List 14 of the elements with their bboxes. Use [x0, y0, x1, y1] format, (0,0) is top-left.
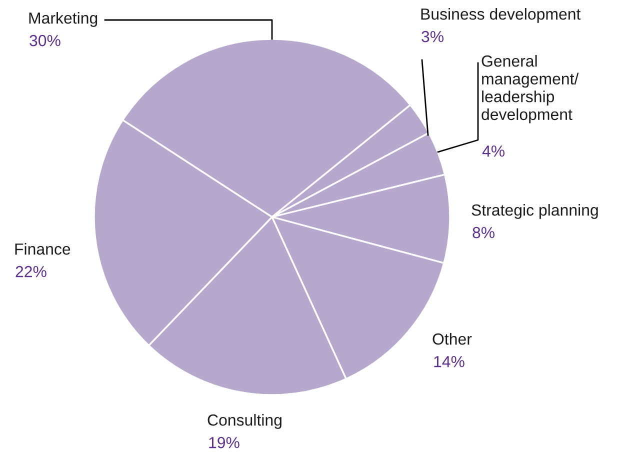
- data-label: 3%: [422, 30, 444, 42]
- slice-label: Consulting: [208, 414, 282, 429]
- slice-label: Marketing: [29, 12, 98, 27]
- data-label: 8%: [472, 226, 495, 238]
- data-label: 14%: [434, 356, 464, 368]
- slice-label: Finance: [15, 243, 70, 255]
- slice-label: Other: [432, 333, 472, 345]
- data-label: 22%: [16, 266, 46, 278]
- slice-label: Business development: [421, 8, 581, 23]
- data-label: 19%: [209, 436, 240, 448]
- data-label: 4%: [482, 145, 505, 157]
- slice-label: General management/ leadership development: [482, 55, 579, 124]
- data-label: 30%: [30, 34, 60, 46]
- slice-label: Strategic planning: [472, 204, 598, 219]
